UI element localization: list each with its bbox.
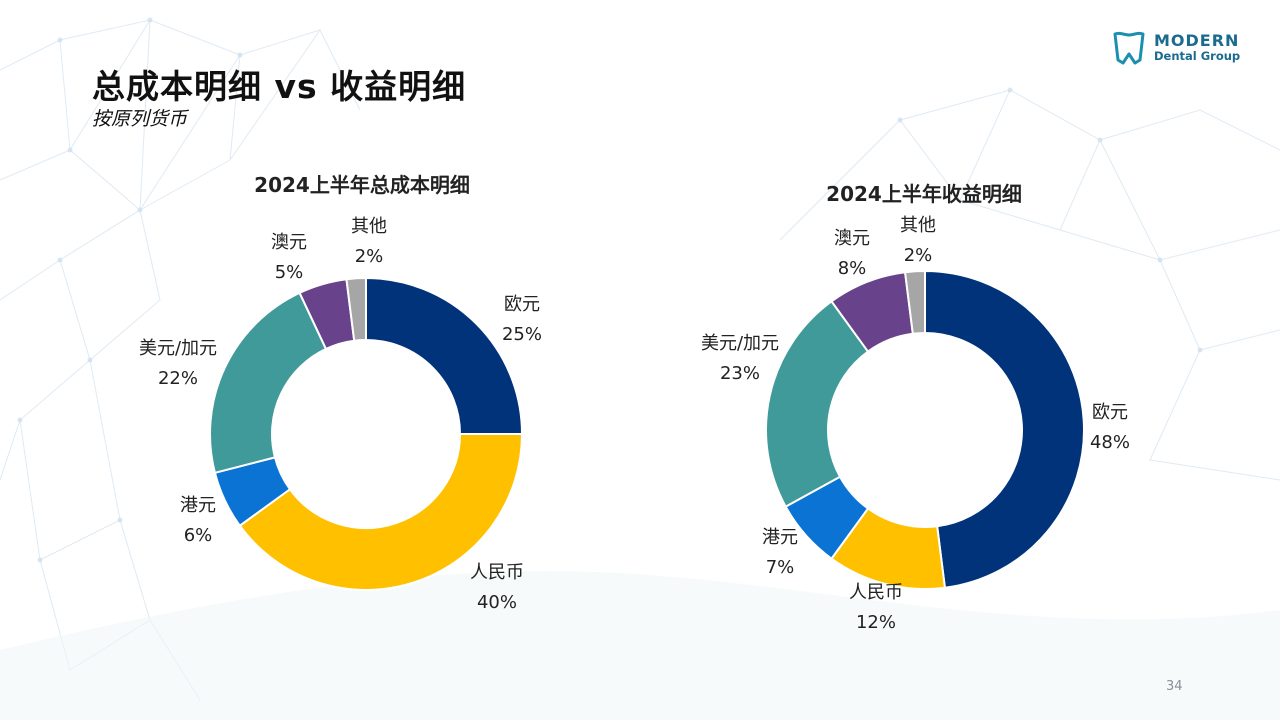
- page-number: 34: [1166, 679, 1183, 694]
- slice-value-label: 2%: [355, 246, 384, 267]
- slice-value-label: 7%: [766, 557, 795, 578]
- company-logo: MODERN Dental Group: [1112, 30, 1240, 66]
- slice-value-label: 2%: [904, 245, 933, 266]
- slice-value-label: 12%: [856, 612, 896, 633]
- slice-label: 其他: [900, 215, 936, 236]
- slice-value-label: 5%: [275, 262, 304, 283]
- slice-label: 欧元: [504, 294, 540, 315]
- slice-label: 港元: [180, 495, 216, 516]
- donut-slice: [238, 433, 524, 591]
- slice-label: 人民币: [470, 562, 524, 583]
- slice-label: 其他: [351, 216, 387, 237]
- slice-value-label: 40%: [477, 592, 517, 613]
- page-subtitle: 按原列货币: [92, 108, 188, 130]
- slice-label: 美元/加元: [701, 333, 779, 354]
- page-title: 总成本明细 vs 收益明细: [92, 67, 467, 106]
- slice-value-label: 8%: [838, 258, 867, 279]
- donut-slice: [924, 269, 1085, 589]
- slice-value-label: 23%: [720, 363, 760, 384]
- donut-slice: [345, 276, 367, 342]
- slice-label: 港元: [762, 527, 798, 548]
- slice-label: 人民币: [849, 582, 903, 603]
- slice-label: 欧元: [1092, 402, 1128, 423]
- donut-slice: [903, 269, 926, 335]
- slice-label: 美元/加元: [139, 338, 217, 359]
- slice-value-label: 6%: [184, 525, 213, 546]
- slice-label: 澳元: [834, 228, 870, 249]
- slice-value-label: 25%: [502, 324, 542, 345]
- tooth-logo-icon: [1113, 31, 1145, 65]
- donut-slice: [365, 276, 524, 435]
- logo-text-dental-group: Dental Group: [1154, 49, 1241, 64]
- slice-value-label: 22%: [158, 368, 198, 389]
- slice-label: 澳元: [271, 232, 307, 253]
- chart-title: 2024上半年收益明细: [826, 182, 1022, 206]
- chart-title: 2024上半年总成本明细: [254, 173, 470, 197]
- slice-value-label: 48%: [1090, 432, 1130, 453]
- logo-text-modern: MODERN: [1154, 31, 1240, 51]
